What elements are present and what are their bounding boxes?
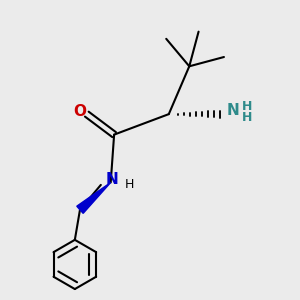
Text: H: H bbox=[125, 178, 134, 191]
Text: H: H bbox=[242, 100, 252, 113]
Polygon shape bbox=[77, 182, 111, 213]
Text: N: N bbox=[106, 172, 119, 187]
Text: H: H bbox=[242, 111, 252, 124]
Text: N: N bbox=[226, 103, 239, 118]
Text: O: O bbox=[73, 104, 86, 119]
